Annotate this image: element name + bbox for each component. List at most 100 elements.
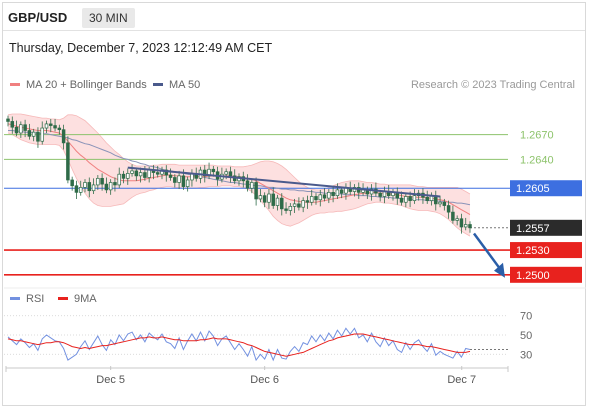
candle-body-43 [190,173,194,181]
rsi-ma-line [7,333,471,357]
symbol-title: GBP/USD [8,10,68,25]
legend-rsi: RSI [10,293,44,305]
candle-body-78 [339,189,344,194]
candle-body-79 [344,187,348,194]
candle-body-48 [211,168,216,173]
candle-body-98 [425,196,429,201]
candle-body-46 [203,169,207,177]
candle-body-72 [314,196,318,201]
candle-body-94 [408,196,412,201]
candle-body-106 [459,218,464,228]
candle-body-60 [262,195,267,203]
candle-body-4 [23,124,27,131]
datetime-label: Thursday, December 7, 2023 12:12:49 AM C… [9,41,273,55]
candle-body-87 [378,192,382,197]
legend-ma20-label: MA 20 + Bollinger Bands [26,79,147,91]
candle-body-1 [10,121,15,128]
candle-body-25 [113,182,117,186]
candle-body-69 [301,200,305,208]
candle-body-9 [44,123,49,129]
candle-body-32 [143,172,147,178]
candle-body-65 [284,208,288,211]
candle-body-22 [100,177,104,185]
timeframe-badge[interactable]: 30 MIN [82,8,135,28]
legend-ma50: MA 50 [153,79,200,91]
legend-rsi-label: RSI [26,293,45,305]
level-tag-2 [510,180,582,197]
candle-body-27 [121,173,126,179]
candle-body-31 [138,172,143,177]
candle-body-66 [288,206,293,211]
candle-body-18 [83,182,87,188]
candle-body-71 [309,196,314,203]
header-divider [3,30,585,31]
level-tag-5 [510,266,582,283]
candle-body-11 [53,125,57,129]
candle-body-12 [57,127,62,131]
candle-body-7 [36,131,40,142]
rsi-tick-0: 70 [520,311,532,323]
level-tag-3 [510,219,582,236]
legend-ma50-label: MA 50 [169,79,201,91]
ma20-swatch-icon [10,82,20,86]
candle-body-85 [369,188,374,195]
rsi-ma-swatch-icon [58,296,68,300]
candle-body-95 [412,195,417,201]
rsi-swatch-icon [10,296,20,300]
candle-body-10 [49,123,53,126]
candle-body-68 [297,203,301,208]
candle-body-103 [446,205,451,213]
candle-body-8 [40,127,44,142]
candle-body-57 [250,182,254,189]
candle-body-17 [78,187,83,193]
level-label-3: 1.2557 [516,223,550,235]
legend-9ma: 9MA [58,293,97,305]
legend-9ma-label: 9MA [74,293,97,305]
candle-body-42 [185,179,190,187]
projection-arrow-head-icon [494,262,505,278]
candle-body-13 [61,129,66,144]
candle-body-102 [442,201,447,206]
level-label-4: 1.2530 [516,245,550,257]
level-label-5: 1.2500 [516,270,550,282]
candle-body-73 [318,194,323,201]
candle-body-23 [104,183,109,191]
trendline [127,166,441,198]
candle-body-14 [66,142,70,181]
candle-body-58 [254,182,258,200]
level-tag-4 [510,242,582,259]
candle-body-21 [96,177,100,186]
rsi-tick-1: 50 [520,330,532,342]
candle-body-24 [108,182,113,191]
candle-body-74 [322,194,327,199]
candle-body-19 [87,182,92,192]
level-label-0: 1.2670 [520,130,554,142]
credit-text: Research © 2023 Trading Central [410,79,575,91]
ma50-swatch-icon [153,82,163,86]
x-tick-label-1: Dec 6 [250,374,279,386]
level-label-2: 1.2605 [516,183,550,195]
level-label-1: 1.2640 [520,154,554,166]
candle-body-26 [117,173,121,186]
rsi-line [7,327,471,362]
candle-body-105 [455,218,459,221]
candle-body-76 [331,192,335,196]
candle-body-59 [258,195,263,200]
projection-arrow-shaft [472,232,502,270]
chart-widget: GBP/USD 30 MIN Thursday, December 7, 202… [2,2,586,406]
rsi-tick-2: 30 [520,349,532,361]
candle-body-0 [6,118,10,122]
candle-body-108 [468,224,472,229]
candle-body-3 [19,124,23,134]
candle-body-75 [327,192,331,199]
candle-body-41 [181,175,186,187]
candle-body-64 [280,197,284,210]
candle-body-35 [155,172,160,175]
candle-body-16 [74,185,79,193]
candle-body-77 [335,189,340,196]
candle-body-20 [91,184,96,192]
candle-body-93 [404,196,408,203]
candle-body-104 [451,211,455,221]
candle-body-33 [147,169,151,178]
x-tick-label-2: Dec 7 [447,374,476,386]
